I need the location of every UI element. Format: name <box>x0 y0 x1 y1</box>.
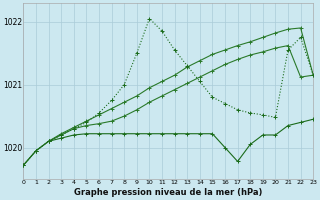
X-axis label: Graphe pression niveau de la mer (hPa): Graphe pression niveau de la mer (hPa) <box>74 188 262 197</box>
